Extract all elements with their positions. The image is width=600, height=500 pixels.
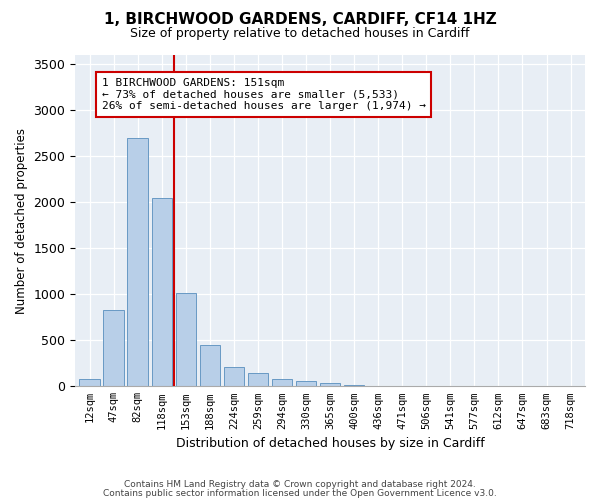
Bar [296, 381, 316, 386]
Text: 1 BIRCHWOOD GARDENS: 151sqm
← 73% of detached houses are smaller (5,533)
26% of : 1 BIRCHWOOD GARDENS: 151sqm ← 73% of det… [101, 78, 425, 111]
Text: 1, BIRCHWOOD GARDENS, CARDIFF, CF14 1HZ: 1, BIRCHWOOD GARDENS, CARDIFF, CF14 1HZ [104, 12, 496, 28]
Text: Contains public sector information licensed under the Open Government Licence v3: Contains public sector information licen… [103, 488, 497, 498]
Bar [200, 345, 220, 387]
Bar [127, 138, 148, 386]
Bar [79, 380, 100, 386]
Bar [272, 380, 292, 386]
Text: Contains HM Land Registry data © Crown copyright and database right 2024.: Contains HM Land Registry data © Crown c… [124, 480, 476, 489]
Bar [176, 294, 196, 386]
Bar [103, 310, 124, 386]
Bar [224, 367, 244, 386]
Y-axis label: Number of detached properties: Number of detached properties [15, 128, 28, 314]
Text: Size of property relative to detached houses in Cardiff: Size of property relative to detached ho… [130, 28, 470, 40]
Bar [320, 382, 340, 386]
X-axis label: Distribution of detached houses by size in Cardiff: Distribution of detached houses by size … [176, 437, 484, 450]
Bar [152, 198, 172, 386]
Bar [248, 374, 268, 386]
